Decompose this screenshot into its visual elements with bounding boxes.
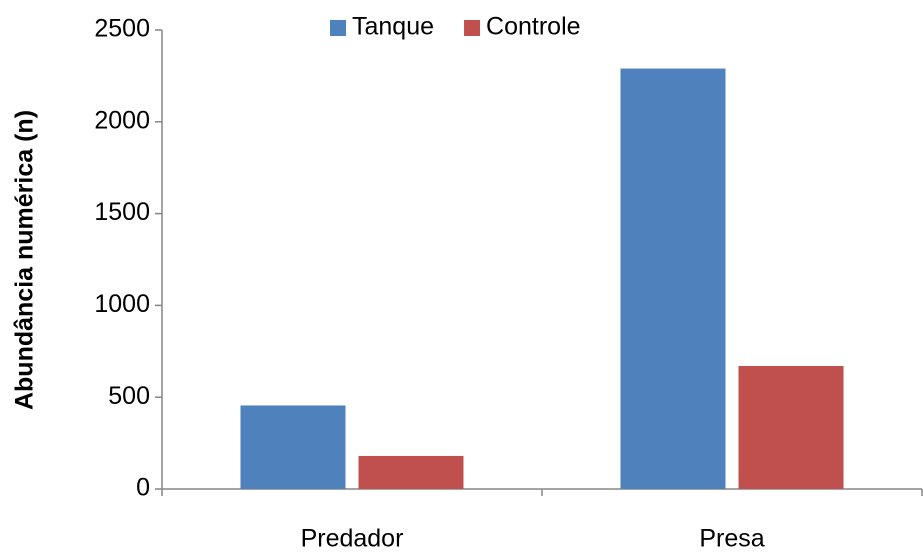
y-tick-label: 500 (108, 382, 150, 410)
y-tick-label: 0 (136, 474, 150, 502)
y-tick-label: 2500 (94, 15, 150, 43)
y-tick-label: 1000 (94, 290, 150, 318)
legend-swatch (464, 20, 481, 36)
legend-label: Controle (486, 13, 581, 41)
bar (620, 68, 726, 489)
bar (738, 365, 844, 489)
x-tick-label: Presa (699, 525, 764, 553)
legend-label: Tanque (352, 13, 434, 41)
y-axis-label: Abundância numérica (n) (11, 110, 39, 410)
bar (358, 455, 464, 489)
bar (240, 405, 346, 489)
x-tick-label: Predador (301, 525, 404, 553)
y-tick-label: 2000 (94, 106, 150, 134)
legend-swatch (330, 20, 346, 36)
y-tick-label: 1500 (94, 198, 150, 226)
